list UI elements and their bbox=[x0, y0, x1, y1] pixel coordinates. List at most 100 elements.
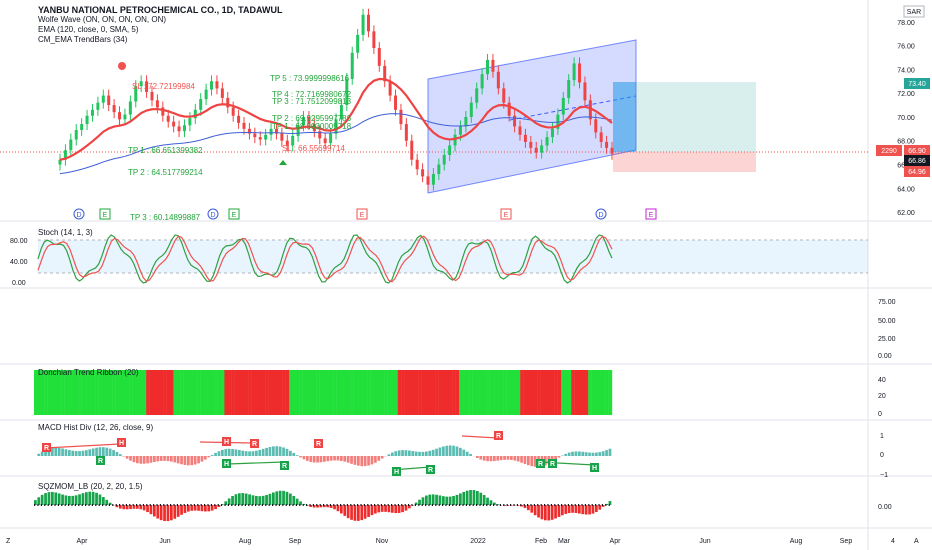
sqz-bar bbox=[326, 505, 330, 508]
candle-body bbox=[605, 141, 609, 148]
ribbon-bar bbox=[571, 370, 575, 415]
currency-label[interactable]: SAR bbox=[907, 9, 921, 16]
sqz-dot bbox=[605, 504, 607, 506]
sqz-bar bbox=[459, 493, 462, 505]
macd-bar bbox=[176, 456, 180, 464]
candle-body bbox=[583, 82, 587, 101]
ribbon-bar bbox=[367, 370, 371, 415]
sqz-bar bbox=[132, 505, 136, 509]
indicator-wolfe[interactable]: Wolfe Wave (ON, ON, ON, ON, ON) bbox=[38, 15, 166, 24]
macd-bar bbox=[608, 448, 612, 456]
sqz-dot bbox=[149, 504, 151, 506]
ribbon-bar bbox=[510, 370, 514, 415]
macd-bar bbox=[54, 447, 58, 456]
event-dividend-icon[interactable] bbox=[73, 208, 85, 220]
time-label: Sep bbox=[289, 538, 302, 545]
event-earnings-icon[interactable] bbox=[645, 208, 657, 220]
event-earnings-icon[interactable] bbox=[356, 208, 368, 220]
price-candles bbox=[58, 8, 614, 191]
sqz-bar bbox=[571, 505, 574, 513]
donchian-label[interactable]: Donchian Trend Ribbon (20) bbox=[38, 368, 139, 377]
stoch-label[interactable]: Stoch (14, 1, 3) bbox=[38, 228, 93, 237]
macd-bar bbox=[397, 450, 401, 456]
sqz-bar bbox=[170, 505, 173, 521]
ribbon-bar bbox=[244, 370, 249, 415]
goto-date-icon[interactable]: Z bbox=[6, 538, 11, 545]
ribbon-bar bbox=[360, 370, 364, 415]
macd-bar bbox=[329, 456, 333, 461]
sqz-bar bbox=[346, 505, 350, 519]
macd-bar bbox=[163, 456, 166, 461]
sqz-dot bbox=[425, 504, 427, 506]
ribbon-bar bbox=[469, 370, 473, 415]
legend[interactable]: YANBU NATIONAL PETROCHEMICAL CO., 1D, TA… bbox=[38, 5, 283, 44]
macd-bar bbox=[108, 448, 112, 456]
price-badge-label: 66.86 bbox=[908, 158, 926, 165]
macd-bar bbox=[363, 456, 367, 467]
indicator-trendbars[interactable]: CM_EMA TrendBars (34) bbox=[38, 35, 128, 44]
sqz-bar bbox=[187, 505, 190, 512]
ribbon-bar bbox=[292, 370, 296, 415]
macd-bar bbox=[183, 456, 187, 465]
ribbon-bar bbox=[108, 370, 113, 415]
currency-box[interactable] bbox=[903, 5, 925, 18]
macd-bar bbox=[598, 452, 602, 456]
sqz-dot bbox=[51, 504, 53, 506]
candle-body bbox=[421, 169, 425, 177]
event-earnings-icon[interactable] bbox=[500, 208, 512, 220]
macd-bar bbox=[173, 456, 177, 463]
sqz-dot bbox=[506, 504, 508, 506]
sqz-bar bbox=[472, 490, 476, 505]
ribbon-bar bbox=[605, 370, 609, 415]
candle-body bbox=[383, 65, 387, 82]
candle-body bbox=[96, 102, 100, 110]
macd-bar bbox=[125, 456, 129, 459]
sqz-bar bbox=[360, 505, 364, 521]
macd-bar bbox=[244, 451, 248, 456]
macd-label[interactable]: MACD Hist Div (12, 26, close, 9) bbox=[38, 423, 153, 432]
time-axis[interactable]: Apr Jun Aug Sep Nov 2022 Feb Mar Apr Jun Aug Sep 4 bbox=[77, 538, 896, 545]
macd-histogram bbox=[37, 445, 612, 467]
event-dividend-icon[interactable] bbox=[595, 208, 607, 220]
candle-body bbox=[394, 95, 398, 110]
time-label: Sep bbox=[840, 538, 853, 545]
sqz-dot bbox=[173, 504, 175, 506]
auto-scale-icon[interactable]: A bbox=[914, 538, 919, 545]
indicator-ema[interactable]: EMA (120, close, 0, SMA, 5) bbox=[38, 25, 139, 34]
ribbon-bar bbox=[584, 370, 589, 415]
ribbon-bar bbox=[68, 370, 72, 415]
sqz-dot bbox=[442, 504, 444, 506]
price-axis[interactable]: 78.0076.0074.0072.0070.0068.0066.0064.00… bbox=[897, 20, 915, 217]
candle-body bbox=[90, 109, 94, 116]
macd-bar bbox=[380, 456, 384, 459]
macd-bar bbox=[414, 451, 418, 456]
macd-marker-label: R bbox=[44, 445, 49, 452]
sqz-dot bbox=[418, 504, 420, 506]
event-earnings-icon[interactable] bbox=[228, 208, 240, 220]
candle-body bbox=[361, 14, 365, 35]
candle-body bbox=[491, 59, 495, 72]
sqz-bar bbox=[234, 494, 238, 505]
macd-bar bbox=[292, 452, 296, 456]
candle-body bbox=[150, 91, 154, 101]
sqz-label[interactable]: SQZMOM_LB (20, 2, 20, 1.5) bbox=[38, 482, 143, 491]
trade-box[interactable] bbox=[0, 82, 868, 172]
macd-bar bbox=[459, 447, 462, 456]
wolfe-channel bbox=[427, 39, 637, 194]
event-earnings-icon[interactable] bbox=[99, 208, 111, 220]
sqz-bar bbox=[394, 505, 398, 514]
ribbon-bar bbox=[91, 370, 96, 415]
sqz-bar bbox=[306, 505, 309, 506]
macd-marker bbox=[590, 463, 599, 472]
symbol-title[interactable]: YANBU NATIONAL PETROCHEMICAL CO., 1D, TA… bbox=[38, 5, 283, 15]
sqz-bar bbox=[272, 492, 275, 505]
candle-body bbox=[107, 95, 111, 106]
sqz-dot bbox=[74, 504, 76, 506]
stoch-tick-40: 40.00 bbox=[10, 259, 28, 266]
event-dividend-icon[interactable] bbox=[207, 208, 219, 220]
ribbon-bar bbox=[231, 370, 235, 415]
